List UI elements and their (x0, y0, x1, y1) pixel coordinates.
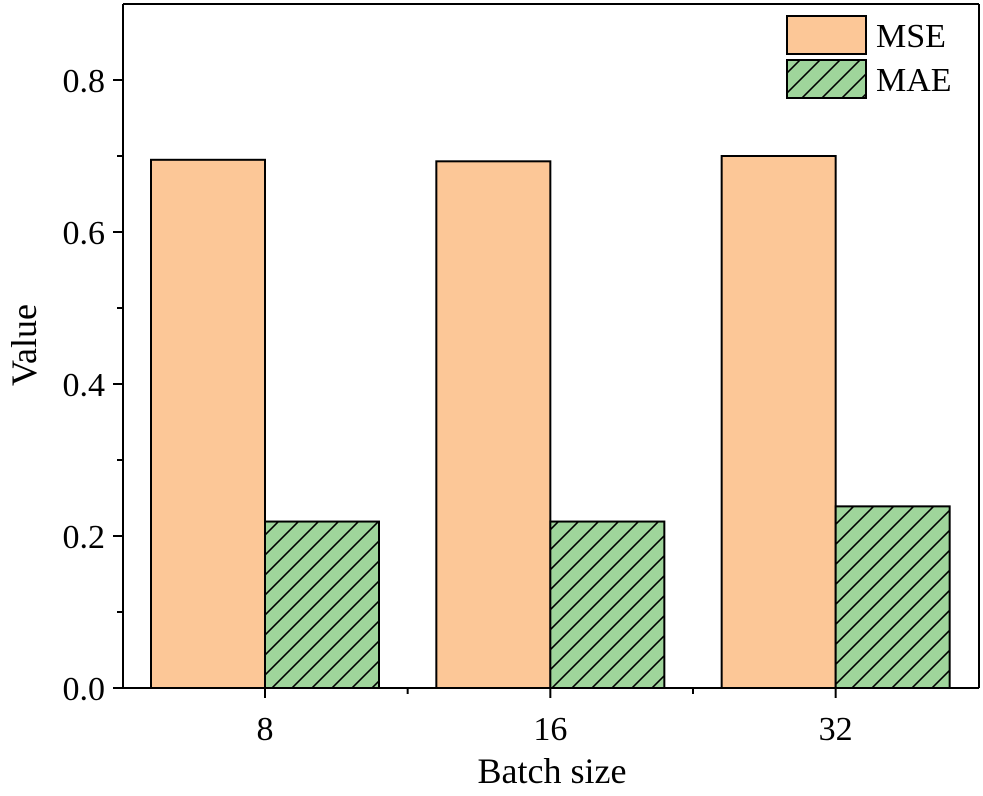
bar-mae-16 (549, 520, 666, 689)
y-tick-label: 0.2 (63, 519, 106, 556)
axes-layer: 0.0 0.2 0.4 0.6 0.8 8 16 32 (63, 3, 980, 748)
y-tick-label: 0.6 (63, 215, 106, 252)
legend-swatch-mse (786, 15, 867, 55)
legend: MSE MAE (786, 15, 952, 99)
y-tick-label: 0.8 (63, 63, 106, 100)
x-tick-label-32: 32 (819, 711, 853, 748)
x-axis-label: Batch size (478, 751, 627, 791)
bar-mae-8 (264, 520, 380, 689)
y-tick-label: 0.4 (63, 367, 106, 404)
bar-mse-16 (435, 160, 552, 689)
y-tick-label: 0.0 (63, 671, 106, 708)
x-tick-label-8: 8 (257, 711, 274, 748)
bar-mae-32 (834, 505, 951, 689)
bar-mse-32 (720, 155, 837, 689)
legend-label-mse: MSE (876, 18, 946, 55)
y-axis-label: Value (4, 304, 44, 386)
legend-swatch-mae (786, 59, 867, 99)
bar-mse-8 (150, 158, 266, 690)
x-tick-label-16: 16 (533, 711, 567, 748)
legend-label-mae: MAE (876, 62, 952, 99)
bars-layer (150, 155, 951, 690)
